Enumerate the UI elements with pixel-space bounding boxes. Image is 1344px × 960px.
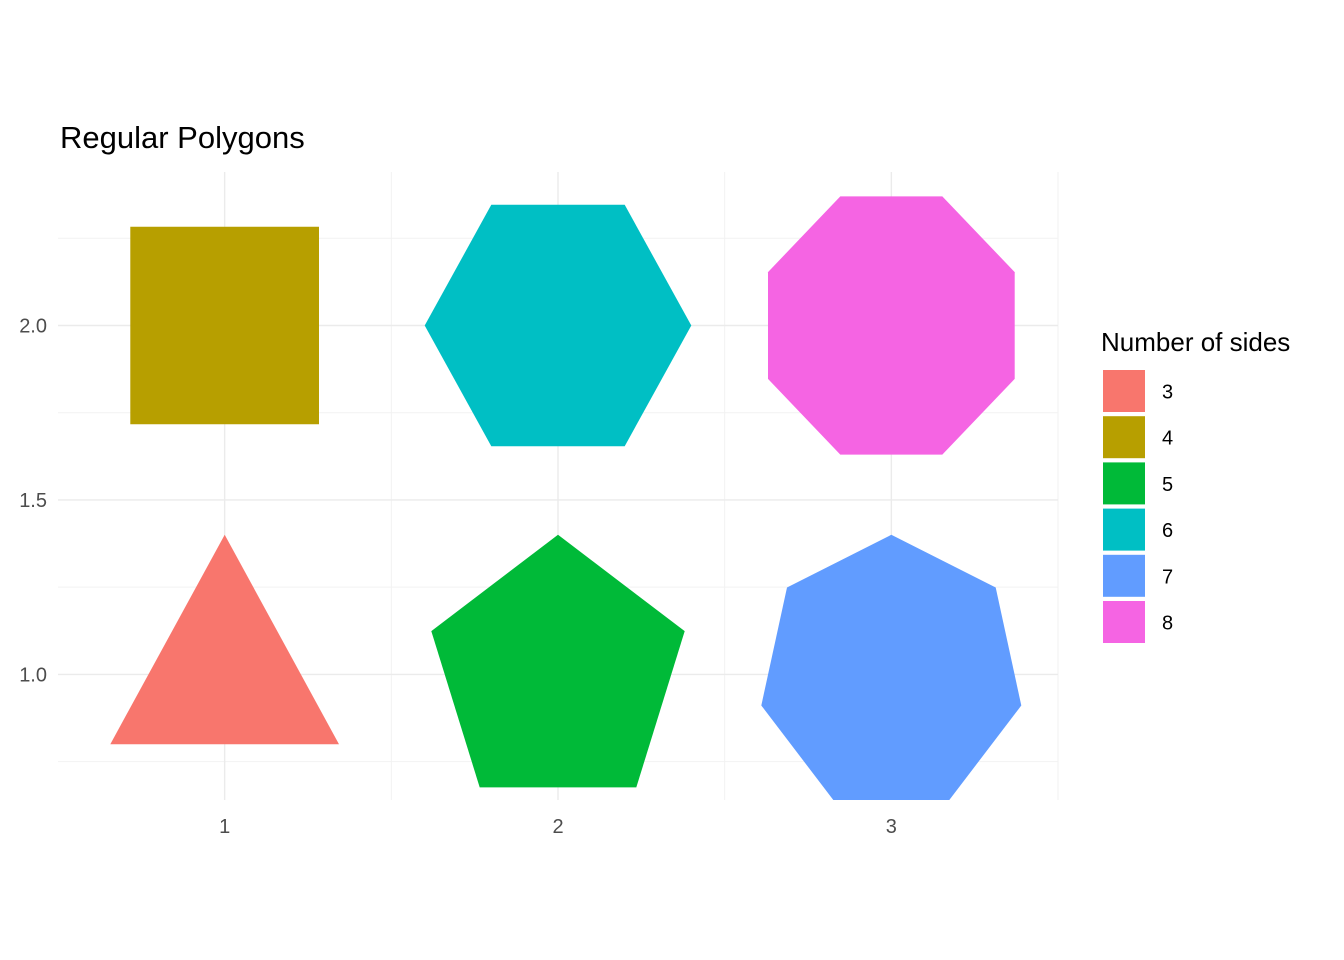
polygons [110, 196, 1022, 800]
polygon-6-sides [424, 204, 692, 447]
y-tick-label: 1.0 [19, 664, 47, 686]
legend-label-4: 4 [1162, 428, 1173, 450]
chart-title: Regular Polygons [60, 120, 305, 155]
x-tick-label: 3 [886, 816, 897, 838]
polygon-4-sides [130, 226, 319, 425]
legend-swatch-8 [1103, 601, 1145, 643]
polygon-5-sides [431, 534, 685, 788]
legend-swatch-7 [1103, 554, 1145, 597]
legend-label-5: 5 [1162, 474, 1173, 496]
y-tick-label: 2.0 [19, 316, 47, 338]
legend-swatch-6 [1103, 508, 1145, 551]
legend-label-8: 8 [1162, 613, 1173, 635]
legend-swatch-3 [1103, 370, 1145, 412]
legend-label-6: 6 [1162, 520, 1173, 542]
legend-label-3: 3 [1162, 382, 1173, 404]
x-tick-label: 2 [552, 816, 563, 838]
y-axis-ticks: 1.0 1.5 2.0 [19, 316, 47, 687]
legend-title: Number of sides [1101, 327, 1290, 357]
y-tick-label: 1.5 [19, 490, 47, 512]
legend: Number of sides 3 4 5 6 7 8 [1101, 327, 1290, 643]
legend-swatch-4 [1103, 416, 1145, 459]
legend-swatch-5 [1103, 462, 1145, 505]
legend-label-7: 7 [1162, 566, 1173, 588]
x-tick-label: 1 [219, 816, 230, 838]
polygon-7-sides [761, 534, 1022, 800]
polygon-8-sides [768, 196, 1015, 455]
x-axis-ticks: 1 2 3 [219, 816, 897, 838]
legend-items: 3 4 5 6 7 8 [1103, 370, 1173, 643]
polygon-3-sides [110, 534, 339, 745]
